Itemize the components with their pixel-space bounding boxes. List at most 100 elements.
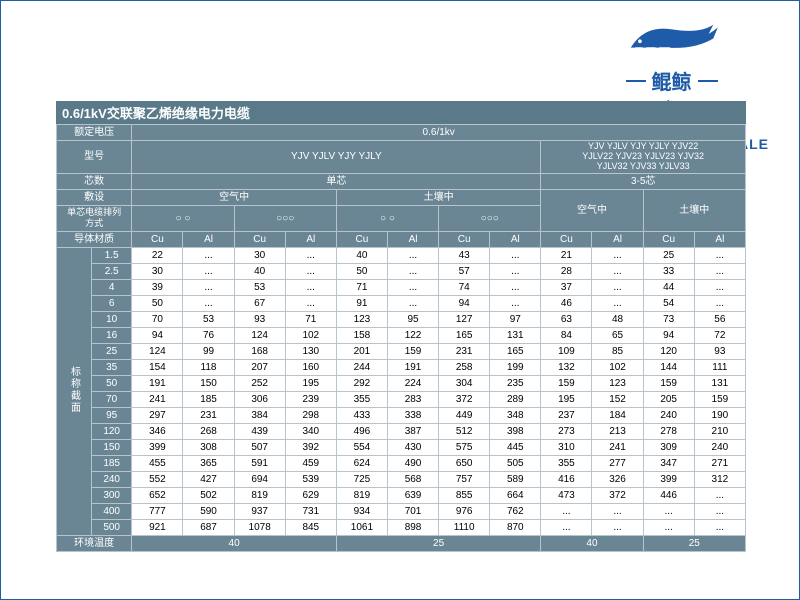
data-cell: 94 <box>439 296 490 312</box>
table-row: 25124991681302011592311651098512093 <box>57 344 746 360</box>
data-cell: 258 <box>439 360 490 376</box>
data-cell: 195 <box>541 392 592 408</box>
data-cell: ... <box>694 264 745 280</box>
data-cell: 921 <box>132 520 183 536</box>
size-cell: 2.5 <box>91 264 131 280</box>
hdr-rated-voltage-label: 额定电压 <box>57 125 132 141</box>
data-cell: 398 <box>490 424 541 440</box>
data-cell: 210 <box>694 424 745 440</box>
data-cell: 130 <box>285 344 336 360</box>
hdr-cu: Cu <box>336 232 387 248</box>
data-cell: 30 <box>234 248 285 264</box>
data-cell: 252 <box>234 376 285 392</box>
hdr-conductor: 导体材质 <box>57 232 132 248</box>
data-cell: ... <box>183 280 234 296</box>
hdr-core-label: 芯数 <box>57 173 132 189</box>
data-cell: ... <box>387 280 438 296</box>
data-cell: 53 <box>183 312 234 328</box>
data-cell: 123 <box>336 312 387 328</box>
hdr-air-1: 空气中 <box>132 189 337 205</box>
data-cell: ... <box>387 248 438 264</box>
data-cell: 819 <box>234 488 285 504</box>
data-cell: 338 <box>387 408 438 424</box>
data-cell: ... <box>285 264 336 280</box>
logo-cn-text: 鲲鲸 <box>626 66 718 95</box>
size-cell: 1.5 <box>91 248 131 264</box>
data-cell: 304 <box>439 376 490 392</box>
data-cell: 159 <box>694 392 745 408</box>
data-cell: ... <box>183 264 234 280</box>
env-temp-40: 40 <box>132 536 337 552</box>
data-cell: 244 <box>336 360 387 376</box>
cross-section-label: 标称截面 <box>57 248 92 536</box>
hdr-sym-1: ○ ○ <box>132 205 234 231</box>
data-cell: 430 <box>387 440 438 456</box>
hdr-cu: Cu <box>439 232 490 248</box>
data-cell: 278 <box>643 424 694 440</box>
table-row: 95297231384298433338449348237184240190 <box>57 408 746 424</box>
data-cell: 240 <box>694 440 745 456</box>
hdr-model-label: 型号 <box>57 141 132 174</box>
data-cell: 102 <box>285 328 336 344</box>
table-row: 300652502819629819639855664473372446... <box>57 488 746 504</box>
data-cell: ... <box>183 296 234 312</box>
data-cell: 185 <box>183 392 234 408</box>
data-cell: 158 <box>336 328 387 344</box>
data-cell: ... <box>541 504 592 520</box>
data-cell: 283 <box>387 392 438 408</box>
data-cell: 43 <box>439 248 490 264</box>
data-cell: 312 <box>694 472 745 488</box>
data-cell: 71 <box>285 312 336 328</box>
data-cell: 496 <box>336 424 387 440</box>
env-temp-row: 环境温度 40 25 40 25 <box>57 536 746 552</box>
data-cell: 372 <box>439 392 490 408</box>
data-cell: 241 <box>592 440 643 456</box>
data-cell: 95 <box>387 312 438 328</box>
data-cell: 568 <box>387 472 438 488</box>
data-cell: 50 <box>336 264 387 280</box>
data-cell: 154 <box>132 360 183 376</box>
env-temp-25: 25 <box>336 536 541 552</box>
data-cell: 507 <box>234 440 285 456</box>
data-cell: 25 <box>643 248 694 264</box>
data-cell: ... <box>643 520 694 536</box>
data-cell: 1078 <box>234 520 285 536</box>
logo-cn: 鲲鲸 <box>652 66 692 95</box>
data-cell: 102 <box>592 360 643 376</box>
data-cell: 731 <box>285 504 336 520</box>
spec-sheet: 0.6/1kV交联聚乙烯绝缘电力电缆 额定电压 0.6/1kv 型号 YJV Y… <box>56 101 746 552</box>
data-cell: 131 <box>490 328 541 344</box>
data-cell: ... <box>387 296 438 312</box>
table-row: 16947612410215812216513184659472 <box>57 328 746 344</box>
data-cell: 97 <box>490 312 541 328</box>
data-cell: 160 <box>285 360 336 376</box>
data-cell: 207 <box>234 360 285 376</box>
table-row: 50191150252195292224304235159123159131 <box>57 376 746 392</box>
data-cell: 190 <box>694 408 745 424</box>
hdr-sym-4: ○○○ <box>439 205 541 231</box>
data-cell: 757 <box>439 472 490 488</box>
data-cell: ... <box>490 280 541 296</box>
data-cell: 455 <box>132 456 183 472</box>
size-cell: 35 <box>91 360 131 376</box>
data-cell: 159 <box>643 376 694 392</box>
data-cell: ... <box>694 248 745 264</box>
data-cell: 502 <box>183 488 234 504</box>
data-cell: ... <box>694 520 745 536</box>
size-cell: 185 <box>91 456 131 472</box>
data-cell: 231 <box>183 408 234 424</box>
hdr-al: Al <box>490 232 541 248</box>
hdr-cu: Cu <box>541 232 592 248</box>
data-cell: 701 <box>387 504 438 520</box>
hdr-cu: Cu <box>234 232 285 248</box>
data-cell: ... <box>183 248 234 264</box>
hdr-model-single: YJV YJLV YJY YJLY <box>132 141 541 174</box>
table-header: 额定电压 0.6/1kv 型号 YJV YJLV YJY YJLY YJV YJ… <box>57 125 746 248</box>
data-cell: ... <box>592 248 643 264</box>
data-cell: 65 <box>592 328 643 344</box>
data-cell: 213 <box>592 424 643 440</box>
data-cell: 449 <box>439 408 490 424</box>
data-cell: 777 <box>132 504 183 520</box>
data-cell: 235 <box>490 376 541 392</box>
env-temp-40: 40 <box>541 536 643 552</box>
